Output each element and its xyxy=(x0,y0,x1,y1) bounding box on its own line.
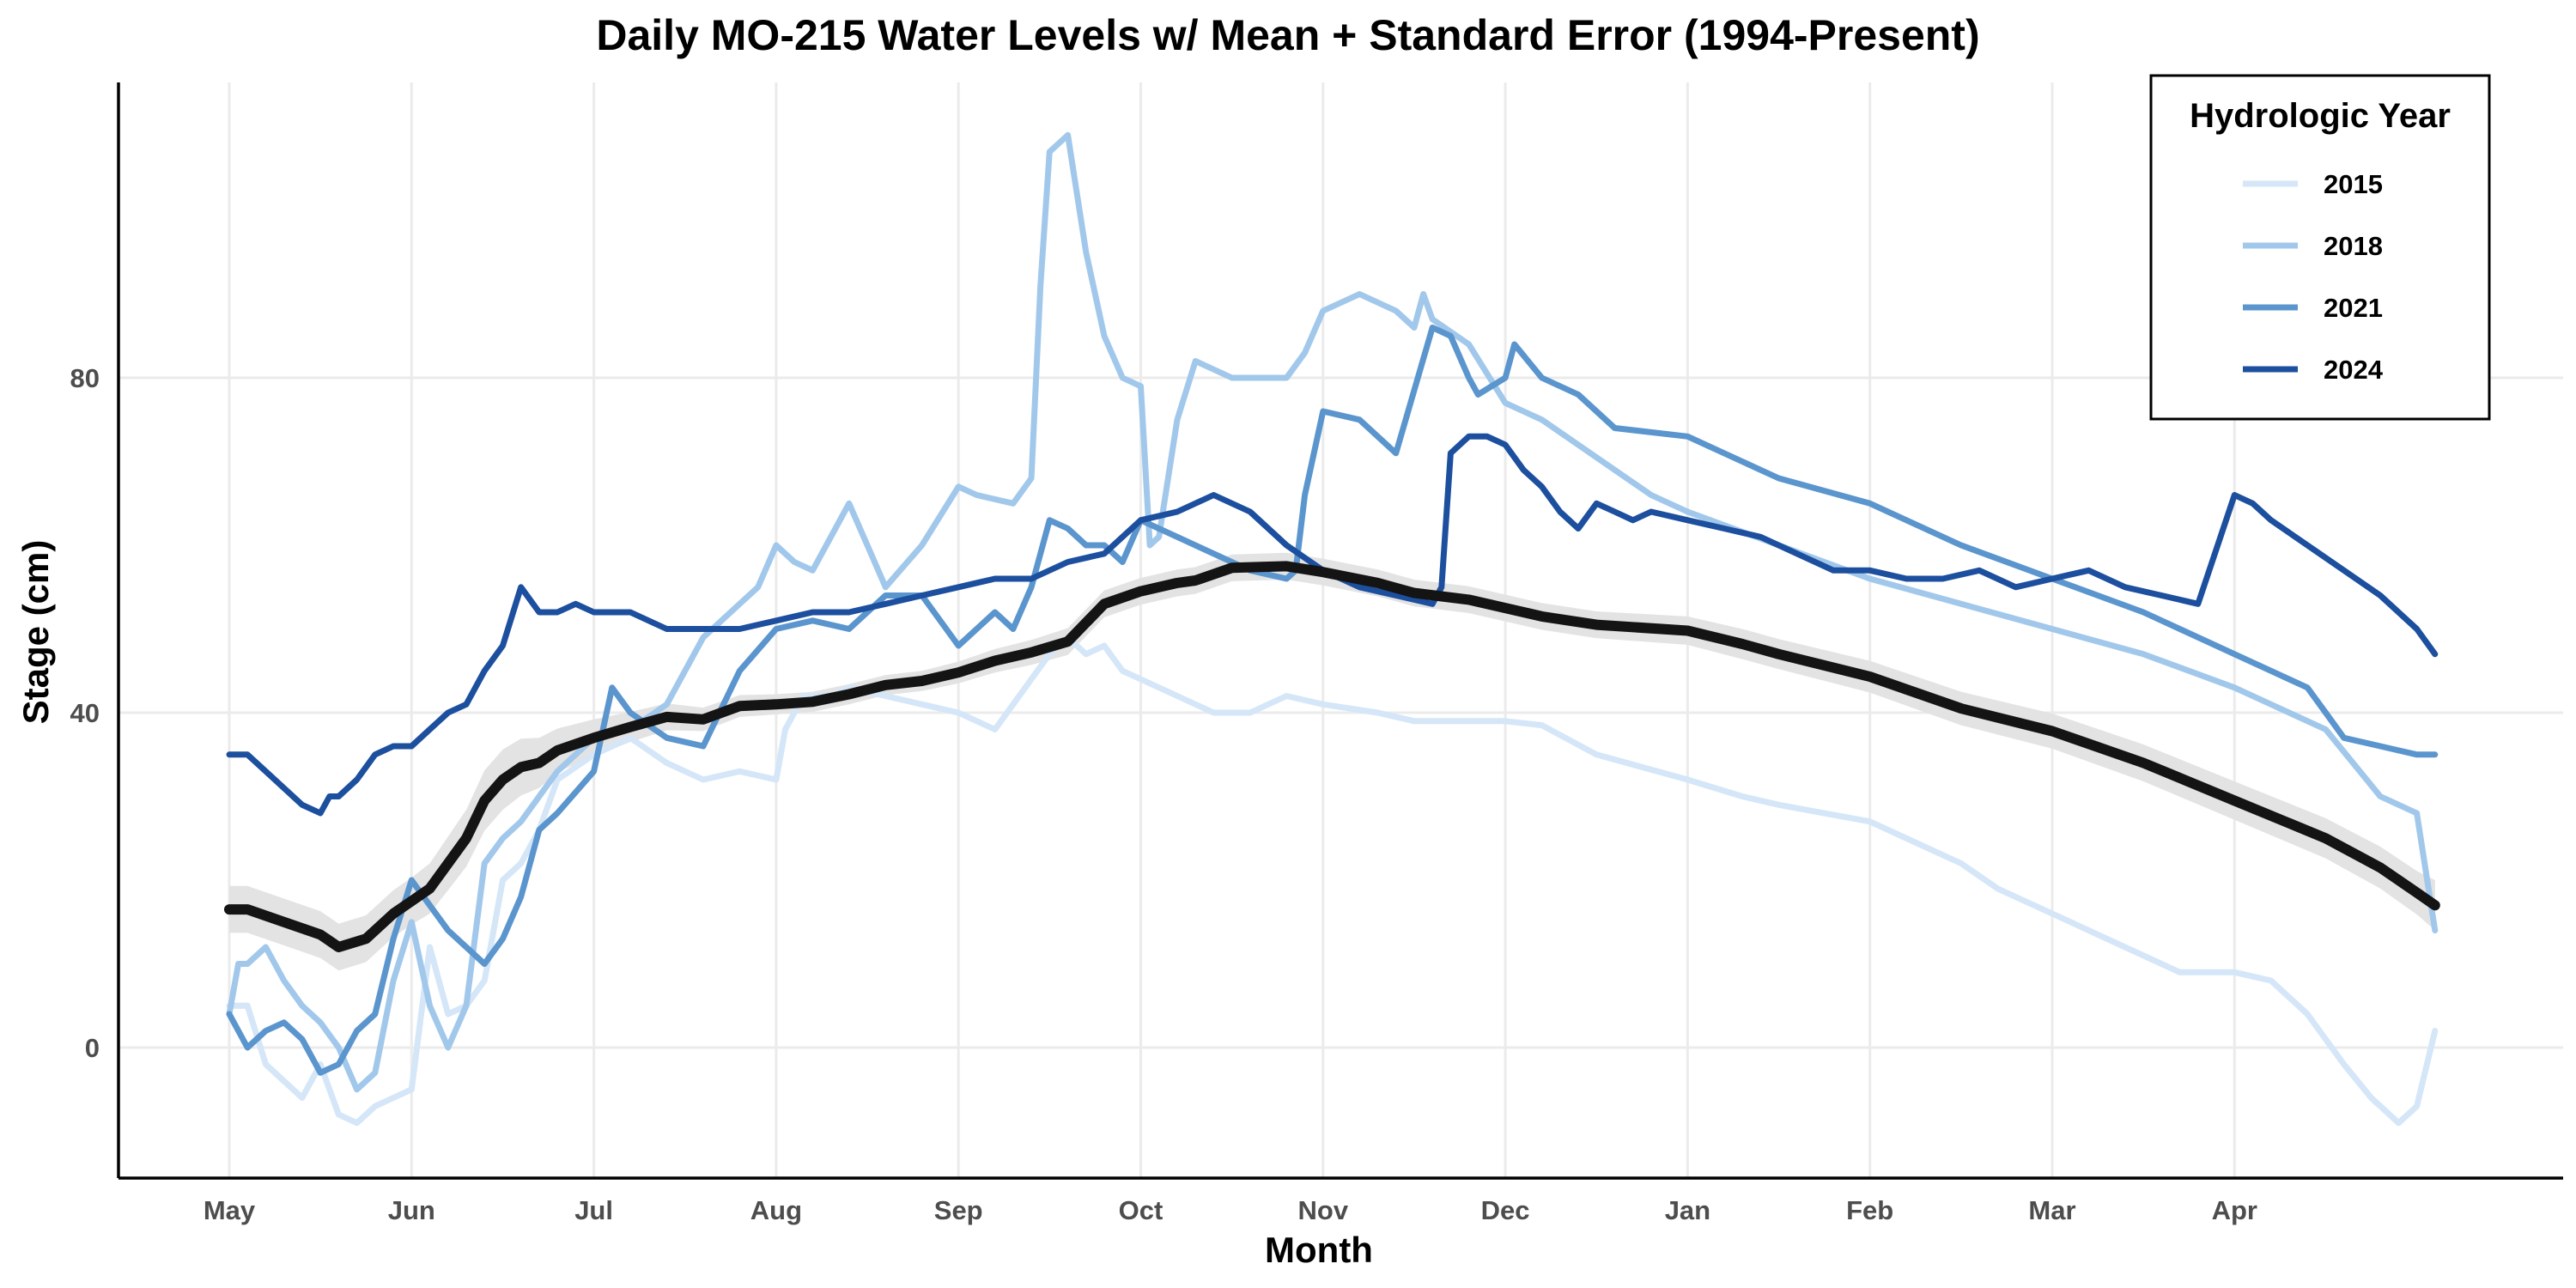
legend-label-2024: 2024 xyxy=(2324,355,2384,385)
x-tick-label-oct: Oct xyxy=(1119,1195,1163,1225)
chart-title: Daily MO-215 Water Levels w/ Mean + Stan… xyxy=(596,11,1979,59)
x-tick-label-dec: Dec xyxy=(1481,1195,1530,1225)
x-tick-label-jan: Jan xyxy=(1665,1195,1710,1225)
y-tick-label-40: 40 xyxy=(70,698,100,728)
x-tick-label-jun: Jun xyxy=(388,1195,435,1225)
legend-box xyxy=(2149,74,2491,421)
series-line-2018 xyxy=(226,131,2439,1093)
mean-line xyxy=(224,561,2440,952)
x-tick-label-apr: Apr xyxy=(2212,1195,2257,1225)
mean-line-group xyxy=(224,561,2440,952)
series-line-2024 xyxy=(226,433,2439,817)
legend: Hydrologic Year 2015 2018 2021 2024 xyxy=(2149,74,2491,421)
legend-entries: 2015 2018 2021 2024 xyxy=(2243,169,2384,385)
x-tick-labels: May Jun Jul Aug Sep Oct Nov Dec Jan Feb Mar Apr xyxy=(204,1195,2257,1225)
legend-label-2018: 2018 xyxy=(2324,231,2383,261)
x-tick-label-sep: Sep xyxy=(934,1195,983,1225)
x-tick-label-aug: Aug xyxy=(750,1195,802,1225)
series-lines xyxy=(226,131,2439,1127)
x-tick-label-feb: Feb xyxy=(1846,1195,1893,1225)
x-tick-label-mar: Mar xyxy=(2028,1195,2075,1225)
legend-title: Hydrologic Year xyxy=(2190,97,2451,135)
y-tick-label-0: 0 xyxy=(85,1033,100,1063)
x-tick-label-may: May xyxy=(204,1195,256,1225)
legend-label-2021: 2021 xyxy=(2324,293,2383,323)
y-tick-label-80: 80 xyxy=(70,363,100,393)
series-line-2015 xyxy=(226,634,2439,1127)
x-tick-label-nov: Nov xyxy=(1298,1195,1349,1225)
legend-label-2015: 2015 xyxy=(2324,169,2383,199)
y-tick-labels: 0 40 80 xyxy=(70,363,100,1063)
x-axis-title: Month xyxy=(1265,1230,1373,1270)
x-tick-label-jul: Jul xyxy=(574,1195,613,1225)
series-line-2021 xyxy=(226,325,2439,1076)
y-axis-title: Stage (cm) xyxy=(15,540,56,725)
